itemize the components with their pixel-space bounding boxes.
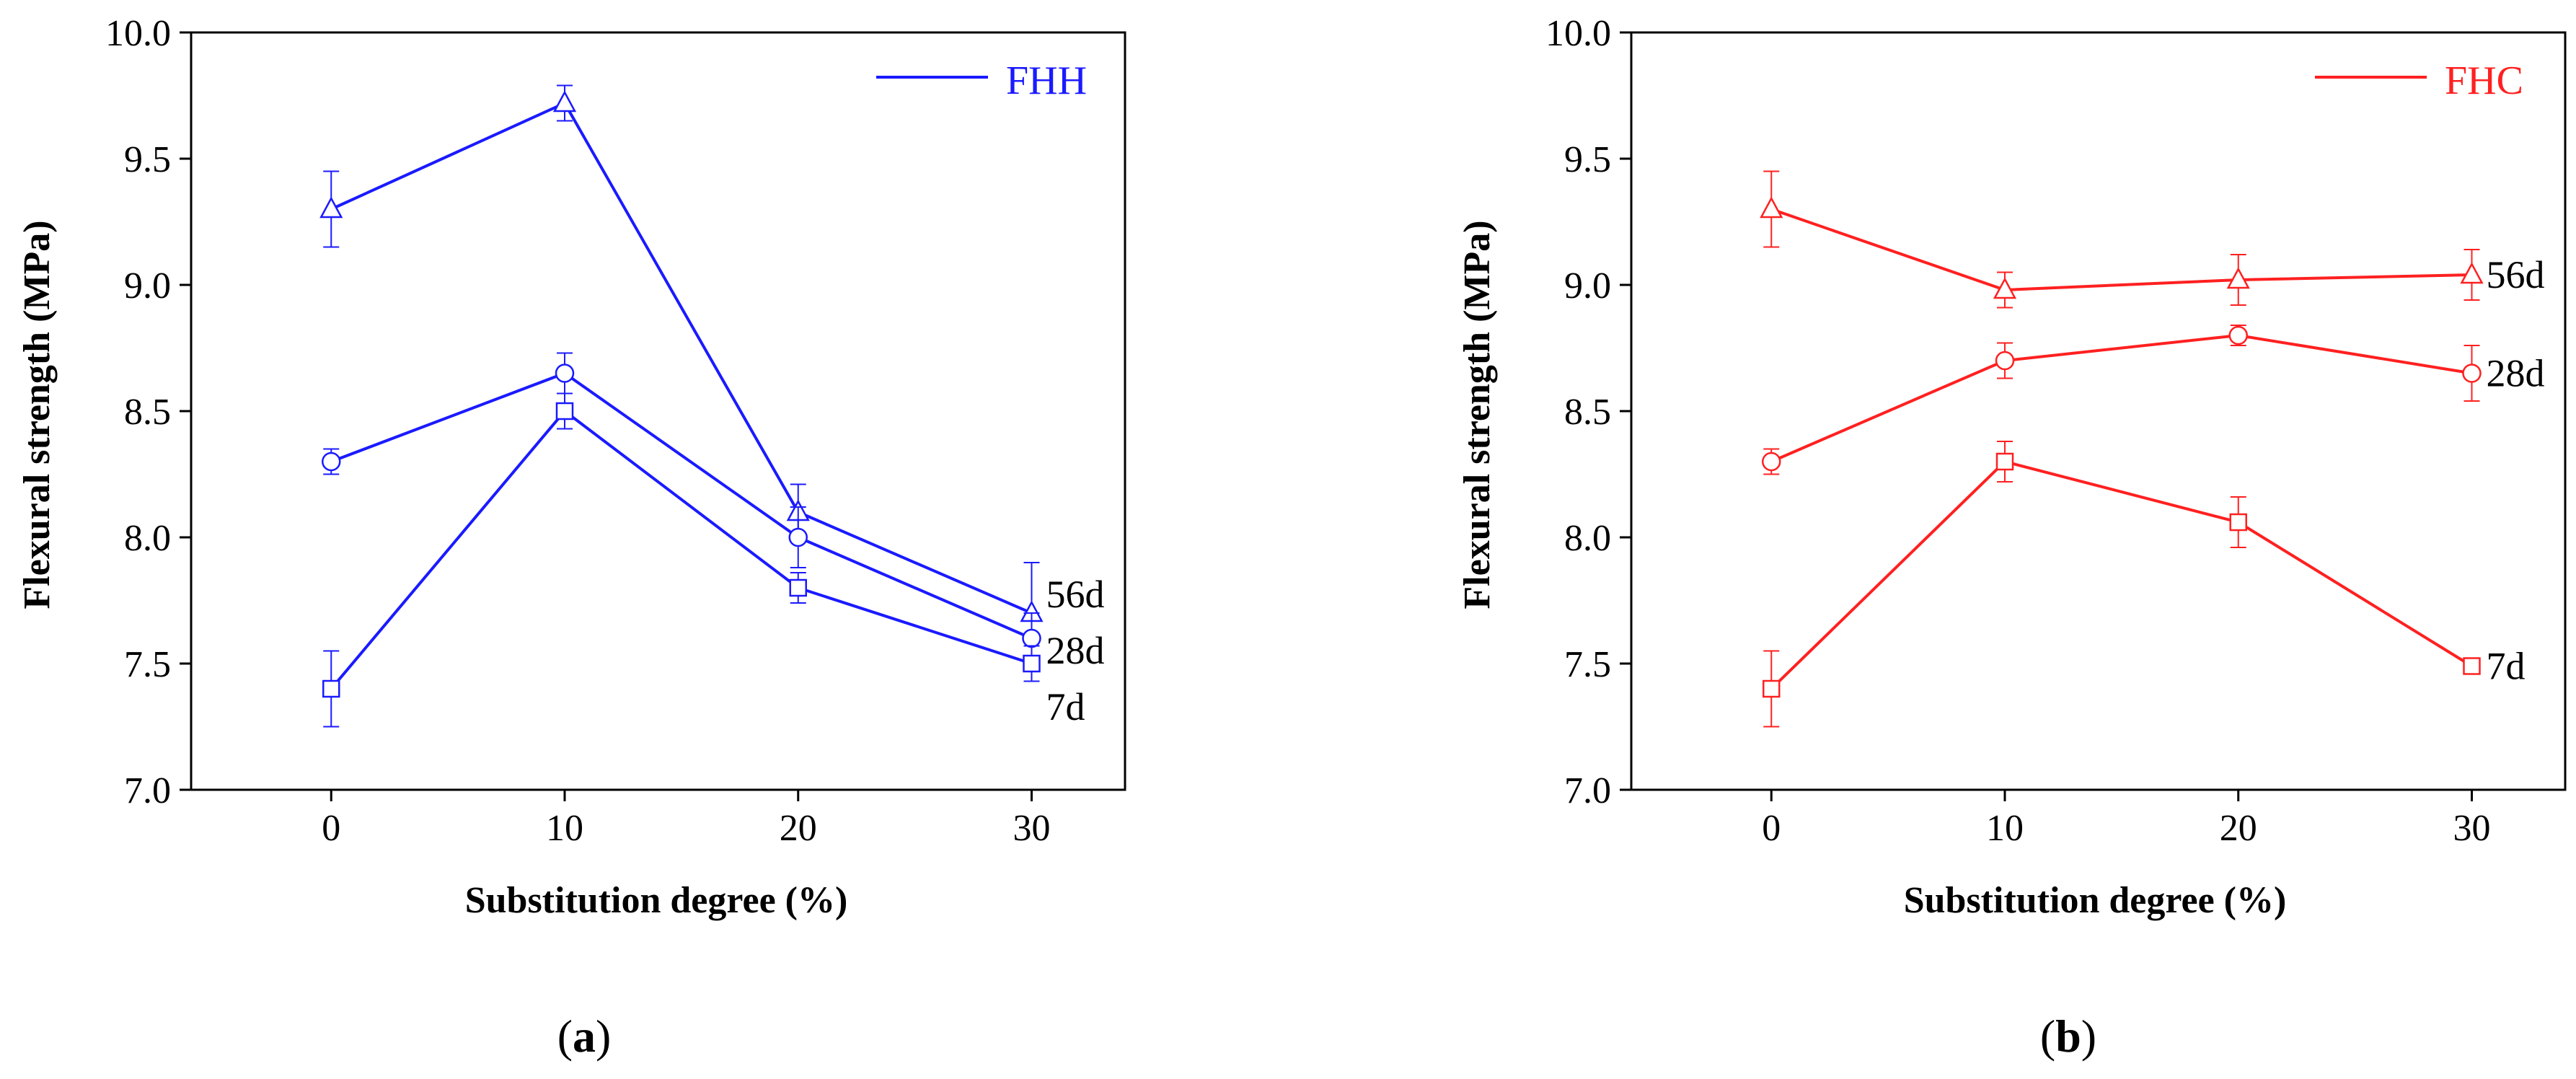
panel-caption: (a) [557, 1010, 612, 1062]
series-label-7d: 7d [1046, 685, 1085, 728]
panel-caption: (b) [2040, 1010, 2096, 1062]
caption-close: ) [596, 1010, 611, 1062]
series-line [1770, 208, 2472, 292]
y-tick-label: 8.0 [124, 518, 171, 559]
data-point-triangle [2460, 262, 2484, 284]
panel-b: Flexural strength (MPa) Substitution deg… [1457, 13, 2567, 1062]
data-point-circle [322, 452, 341, 472]
y-tick-label: 8.0 [1564, 518, 1611, 559]
data-point-triangle [1760, 196, 1783, 219]
x-tick-label: 0 [322, 808, 340, 849]
data-point-circle [2462, 364, 2482, 383]
data-point-square [1023, 654, 1041, 673]
x-axis-title: Substitution degree (%) [1904, 880, 2287, 921]
data-point-circle [1022, 628, 1041, 648]
series-56d [319, 84, 1044, 664]
y-tick-label: 10.0 [1545, 13, 1611, 54]
series-label-56d: 56d [2487, 253, 2545, 296]
y-tick-label: 9.0 [124, 265, 171, 307]
x-tick-label: 0 [1762, 808, 1781, 849]
series-line [330, 101, 1033, 615]
y-tick-label: 7.5 [1564, 644, 1611, 685]
series-28d [1762, 325, 2482, 475]
y-tick-label: 7.0 [1564, 770, 1611, 811]
y-tick-label: 10.0 [105, 13, 171, 54]
caption-close: ) [2081, 1010, 2096, 1062]
caption-letter: a [573, 1010, 596, 1062]
series-28d [322, 352, 1041, 664]
data-point-square [1995, 452, 2014, 471]
series-7d [322, 392, 1041, 728]
data-point-square [2229, 513, 2247, 532]
data-point-triangle [319, 196, 343, 219]
series-line [330, 409, 1033, 690]
legend-label: FHH [1006, 58, 1087, 103]
data-point-triangle [1993, 277, 2017, 299]
data-point-circle [788, 527, 808, 547]
series-7d [1763, 441, 2481, 728]
y-axis-title: Flexural strength (MPa) [1457, 220, 1498, 609]
data-point-circle [2228, 325, 2248, 345]
series-label-28d: 28d [2487, 352, 2545, 395]
x-tick-label: 10 [1986, 808, 2024, 849]
data-point-triangle [2226, 267, 2250, 289]
y-tick-label: 9.0 [1564, 265, 1611, 307]
y-tick-label: 9.5 [124, 139, 171, 180]
x-tick-label: 30 [2453, 808, 2491, 849]
data-point-square [2463, 657, 2481, 675]
y-tick-label: 8.5 [124, 392, 171, 433]
series-label-7d: 7d [2487, 645, 2526, 688]
data-point-triangle [552, 90, 577, 113]
data-point-square [1763, 679, 1781, 698]
y-tick-label: 9.5 [1564, 139, 1611, 180]
x-tick-label: 20 [2220, 808, 2257, 849]
y-tick-label: 7.0 [124, 770, 171, 811]
series-56d [1760, 170, 2484, 309]
legend-label: FHC [2445, 58, 2523, 103]
panel-a: Flexural strength (MPa) Substitution deg… [17, 13, 1126, 1062]
caption-letter: b [2055, 1010, 2081, 1062]
x-tick-label: 30 [1013, 808, 1051, 849]
series-line [330, 371, 1033, 640]
data-point-circle [1762, 452, 1781, 472]
data-point-square [789, 578, 807, 597]
x-tick-label: 20 [780, 808, 817, 849]
series-label-56d: 56d [1046, 573, 1105, 616]
data-point-circle [555, 364, 575, 383]
series-line [1770, 459, 2473, 690]
data-point-square [322, 679, 340, 698]
caption-open: ( [2040, 1010, 2055, 1062]
x-tick-label: 10 [546, 808, 583, 849]
caption-open: ( [557, 1010, 573, 1062]
series-line [1770, 333, 2472, 463]
y-tick-label: 8.5 [1564, 392, 1611, 433]
series-label-28d: 28d [1046, 629, 1105, 672]
y-tick-label: 7.5 [124, 644, 171, 685]
x-axis-title: Substitution degree (%) [465, 880, 848, 921]
data-point-circle [1995, 351, 2015, 371]
data-point-square [555, 402, 574, 420]
y-axis-title: Flexural strength (MPa) [17, 220, 58, 609]
